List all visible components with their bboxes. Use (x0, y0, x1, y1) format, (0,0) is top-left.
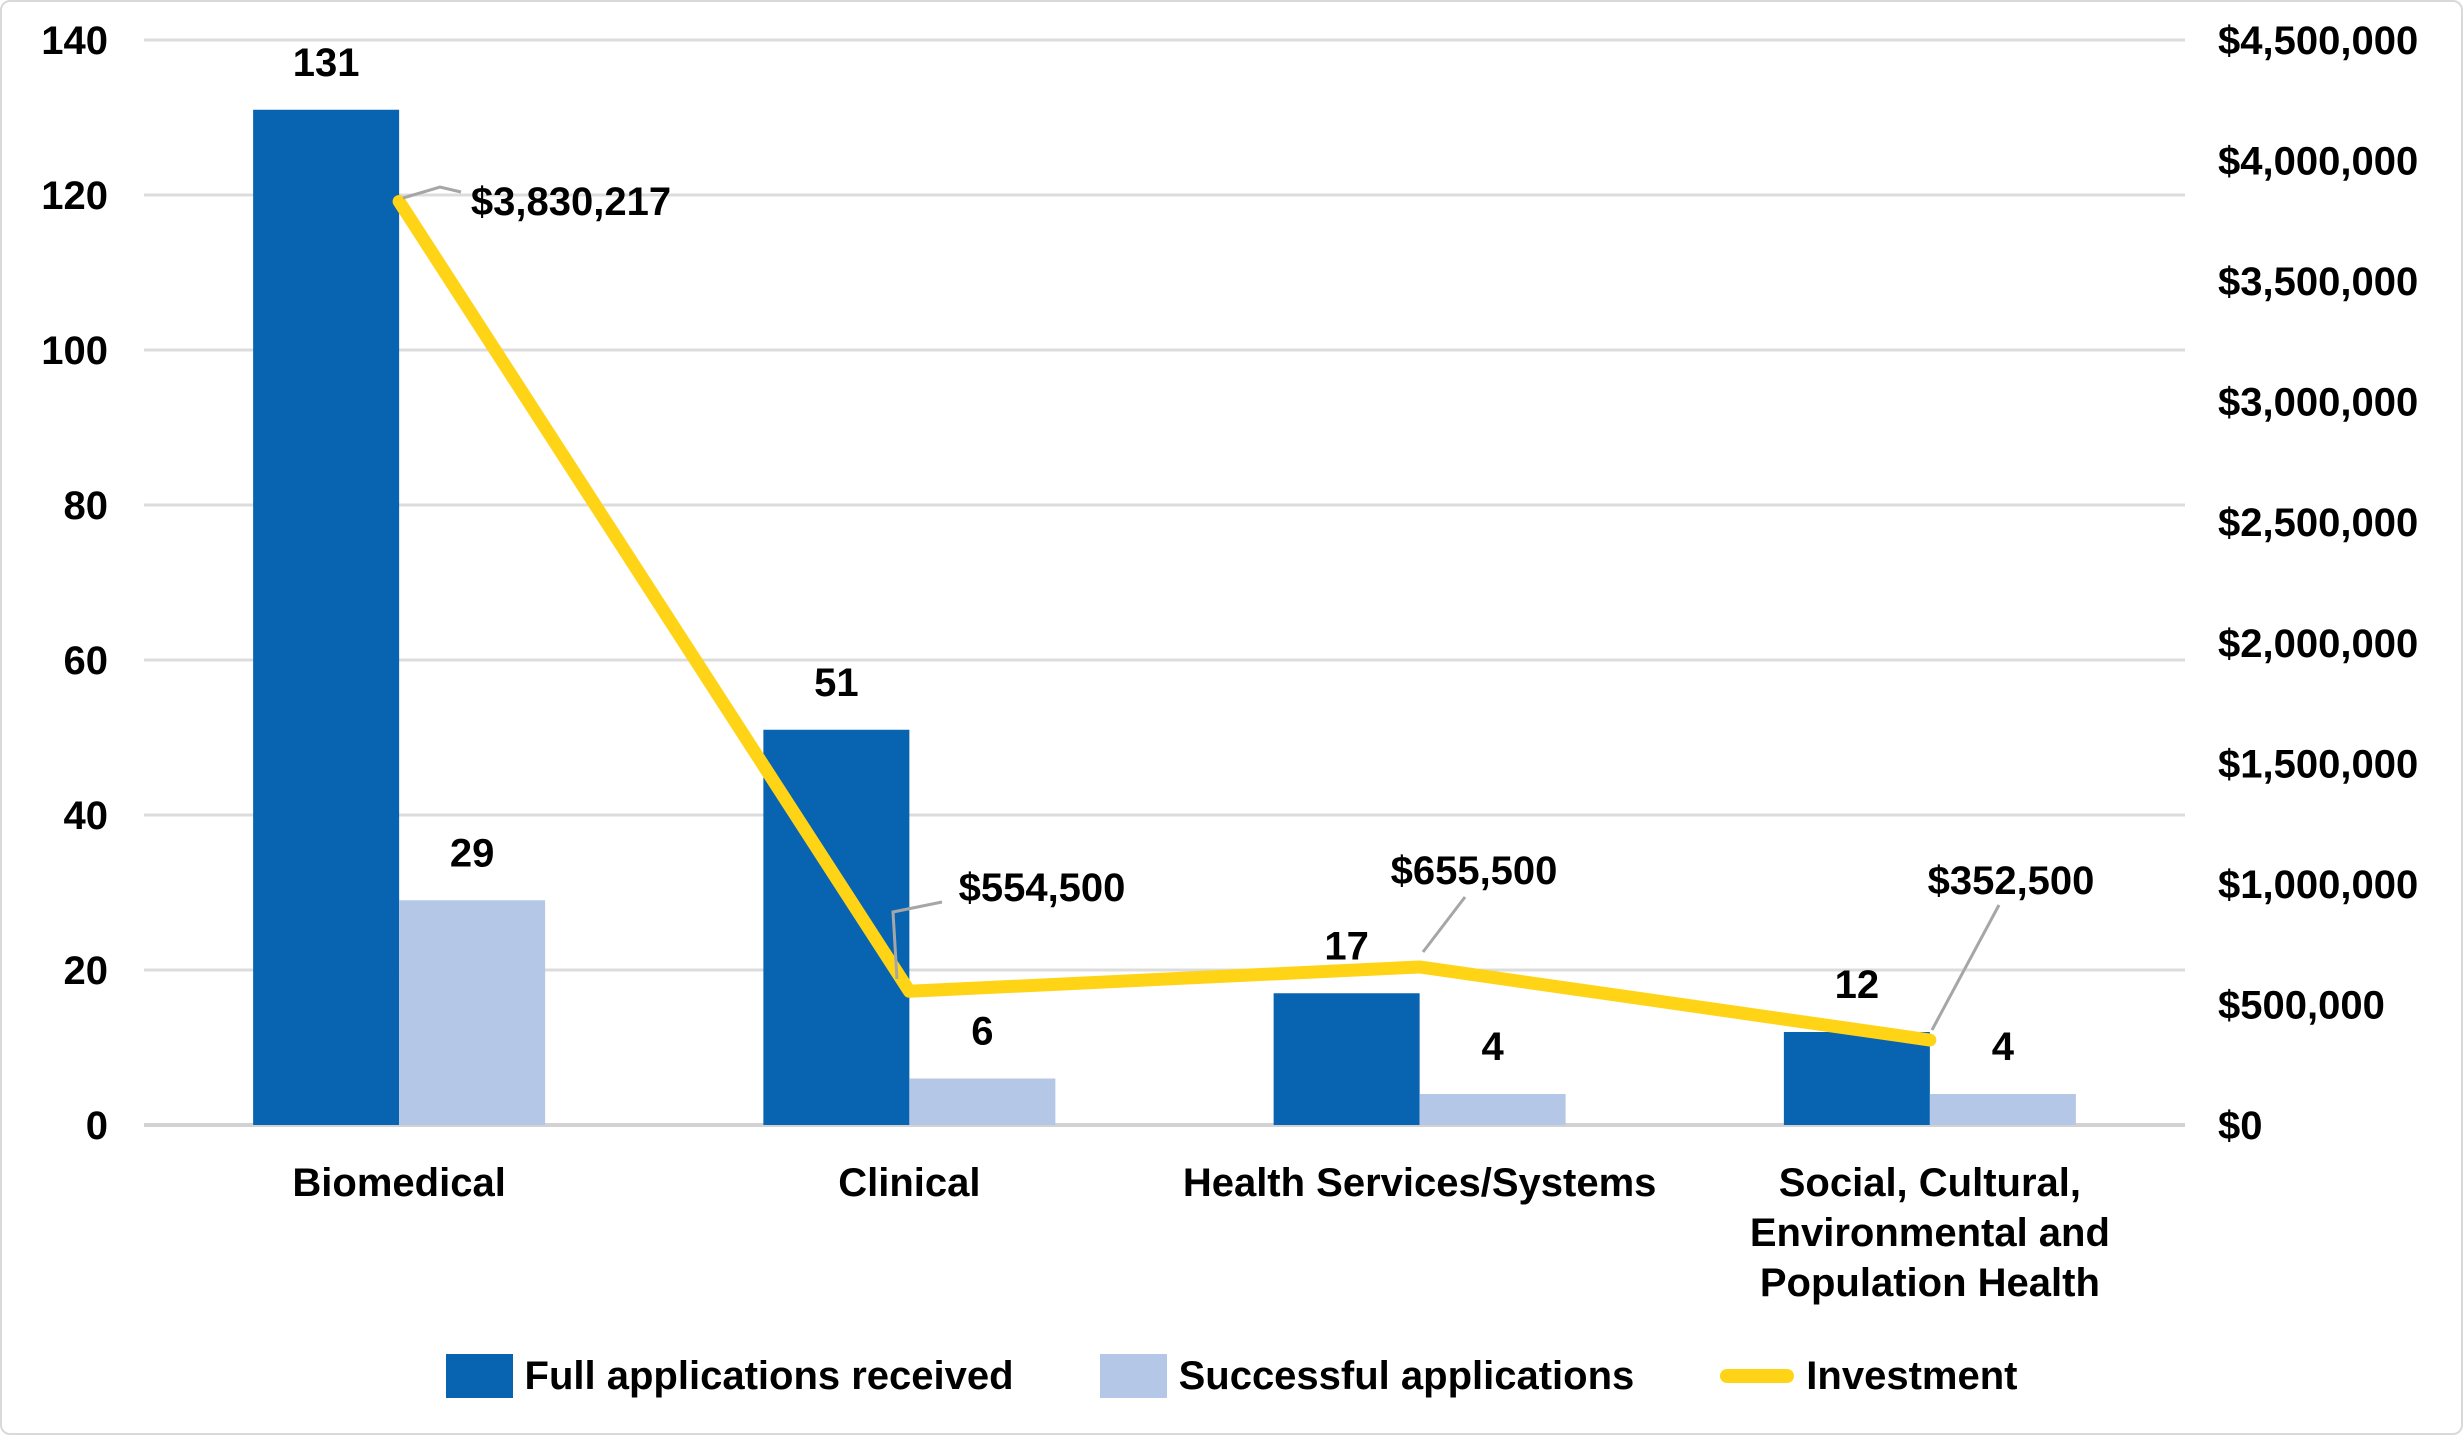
left-axis-tick-label: 100 (41, 329, 108, 373)
right-axis-tick-label: $4,000,000 (2218, 140, 2418, 184)
legend-swatch-full-applications-icon (445, 1354, 513, 1398)
right-axis-tick-label: $3,000,000 (2218, 381, 2418, 425)
label-leader-line (1421, 896, 1467, 953)
bar-successful-applications (399, 900, 546, 1125)
legend-label-investment: Investment (1806, 1353, 2018, 1398)
legend-label-successful-applications: Successful applications (1178, 1353, 1635, 1398)
right-axis-tick-label: $2,000,000 (2218, 622, 2418, 666)
chart-legend: Full applications received Successful ap… (2, 1344, 2461, 1408)
left-axis-tick-label: 0 (86, 1104, 108, 1148)
right-axis-tick-label: $1,500,000 (2218, 742, 2418, 786)
legend-item-successful-applications: Successful applications (1099, 1353, 1635, 1399)
bar-value-label: 29 (450, 831, 495, 875)
bar-value-label: 12 (1835, 963, 1880, 1007)
left-axis-tick-label: 80 (64, 484, 109, 528)
investment-line (392, 194, 1937, 1047)
bar-value-label: 51 (814, 661, 859, 705)
right-axis-tick-label: $3,500,000 (2218, 260, 2418, 304)
bar-value-label: 131 (293, 41, 360, 85)
bar-successful-applications (1419, 1094, 1566, 1125)
investment-value-label: $655,500 (1391, 849, 1558, 893)
legend-swatch-successful-applications-icon (1099, 1354, 1167, 1398)
bar-value-label: 6 (971, 1010, 993, 1054)
legend-item-investment: Investment (1720, 1354, 2017, 1399)
left-axis-tick-label: 140 (41, 19, 108, 63)
bar-value-label: 4 (1992, 1025, 2015, 1069)
bar-full-applications-received (1273, 993, 1420, 1125)
left-axis-tick-label: 20 (64, 949, 109, 993)
investment-value-label: $352,500 (1928, 859, 2095, 903)
legend-label-full-applications-received: Full applications received (524, 1353, 1014, 1398)
bar-value-label: 17 (1324, 924, 1369, 968)
left-axis-tick-label: 120 (41, 174, 108, 218)
bar-successful-applications (1929, 1094, 2076, 1125)
label-leader-line (402, 185, 462, 200)
bar-value-label: 4 (1482, 1025, 1505, 1069)
bar-full-applications-received (1783, 1032, 1930, 1125)
investment-value-label: $3,830,217 (471, 180, 671, 224)
category-label: Social, Cultural, Environmental and Popula… (1750, 1161, 2110, 1305)
bar-successful-applications (909, 1078, 1056, 1125)
right-axis-tick-label: $2,500,000 (2218, 501, 2418, 545)
left-axis-tick-label: 40 (64, 794, 109, 838)
right-axis-tick-label: $500,000 (2218, 983, 2385, 1027)
label-leader-line (1930, 904, 2001, 1031)
category-label: Clinical (838, 1161, 980, 1205)
category-label: Health Services/Systems (1183, 1161, 1657, 1205)
category-label: Biomedical (292, 1161, 505, 1205)
right-axis-tick-label: $1,000,000 (2218, 863, 2418, 907)
legend-swatch-investment-line-icon (1720, 1369, 1795, 1383)
right-axis-tick-label: $4,500,000 (2218, 19, 2418, 63)
legend-item-full-applications-received: Full applications received (445, 1353, 1014, 1399)
left-axis-tick-label: 60 (64, 639, 109, 683)
investment-value-label: $554,500 (959, 866, 1126, 910)
label-leader-line (891, 900, 943, 980)
bar-full-applications-received (253, 109, 400, 1125)
right-axis-tick-label: $0 (2218, 1104, 2263, 1148)
